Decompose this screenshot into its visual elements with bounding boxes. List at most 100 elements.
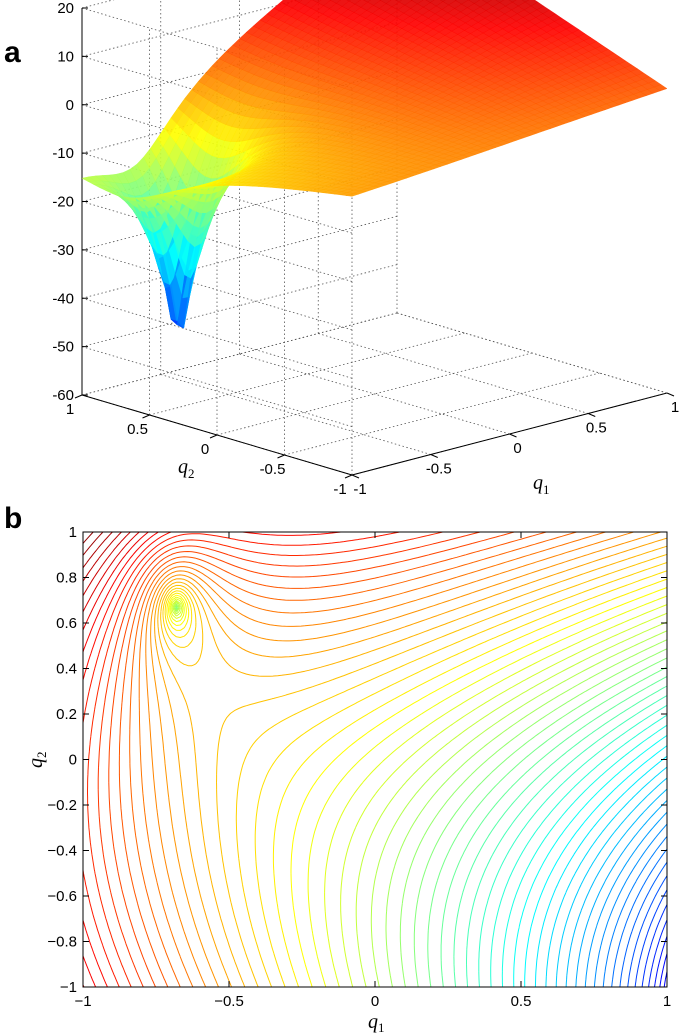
contour-q1-axis-label: q1 <box>368 1011 385 1035</box>
surface-q1-label-sub: 1 <box>543 482 550 497</box>
contour-line <box>641 904 668 988</box>
y-tick-label: −1 <box>60 979 77 996</box>
contour-line <box>619 861 668 988</box>
x-tick-label: −0.5 <box>214 993 244 1010</box>
contour-line <box>534 755 668 988</box>
contour-line <box>168 587 668 988</box>
surface-q2-axis-label: q2 <box>178 456 195 481</box>
floor-edge-line <box>396 312 668 394</box>
y-tick-label: −0.2 <box>47 797 77 814</box>
surface-cell <box>508 0 517 3</box>
z-tick-label: 10 <box>57 48 74 65</box>
contour-line <box>565 788 668 988</box>
side-wall-grid-line <box>81 7 353 89</box>
contour-line <box>82 531 140 613</box>
z-tick-label: -60 <box>52 387 74 404</box>
contour-line <box>440 676 668 988</box>
floor-grid-line <box>239 353 510 435</box>
panel-a-letter: a <box>4 36 21 69</box>
surface-cell <box>425 0 435 3</box>
contour-plot-panel: b −1 −0.5 0 0.5 110.80.60.40.20−0.2−0.4−0.6−… <box>4 502 671 1035</box>
contour-line <box>173 602 668 988</box>
q1-tick-mark <box>430 454 438 458</box>
y-tick-label: −0.8 <box>47 934 77 951</box>
contour-line <box>602 836 668 988</box>
contour-line <box>129 531 577 988</box>
surface-cell <box>439 0 446 2</box>
contour-line <box>82 531 104 556</box>
surface-plot-panel: a -60-50-40-30-20-1001020-1-0.500.51-1-0… <box>4 0 679 498</box>
x-tick-label: −1 <box>74 993 91 1010</box>
contour-line <box>82 531 159 988</box>
contour-line <box>97 531 481 988</box>
surface-cell <box>330 0 341 4</box>
q1-tick-label: -0.5 <box>426 461 452 478</box>
z-tick-label: -20 <box>52 194 74 211</box>
contour-q2-label-main: q <box>25 758 47 768</box>
surface-q1-label-main: q <box>533 472 543 494</box>
surface-cell <box>363 0 372 3</box>
q2-tick-mark <box>344 474 353 479</box>
contour-line <box>174 605 668 988</box>
contour-line <box>663 971 668 988</box>
contour-line <box>154 537 668 988</box>
surface-cell <box>395 0 403 3</box>
surface-cell <box>495 0 505 3</box>
contour-line <box>138 531 606 988</box>
contour-line <box>82 531 122 582</box>
q1-tick-label: 0 <box>513 440 521 457</box>
surface-cell <box>521 0 530 3</box>
q2-tick-label: 0 <box>201 441 209 458</box>
contour-line <box>659 953 668 988</box>
q2-tick-label: -0.5 <box>260 461 286 478</box>
surface-tick-labels: -60-50-40-30-20-1001020-1-0.500.51-1-0.5… <box>52 0 679 498</box>
q2-tick-mark <box>74 394 83 399</box>
contour-lines <box>82 531 668 988</box>
contour-line <box>627 875 668 988</box>
y-tick-label: 0.4 <box>56 661 77 678</box>
q2-tick-mark <box>209 434 218 439</box>
z-tick-label: -30 <box>52 242 74 259</box>
contour-line <box>174 603 668 988</box>
z-tick-label: -50 <box>52 339 74 356</box>
z-tick-label: -10 <box>52 145 74 162</box>
y-tick-label: 0.6 <box>56 615 77 632</box>
q1-tick-label: -1 <box>353 481 366 498</box>
contour-line <box>593 823 668 988</box>
contour-q2-label-sub: 2 <box>34 752 49 759</box>
q2-tick-label: 1 <box>66 401 74 418</box>
contour-line <box>157 545 668 988</box>
contour-line <box>501 724 668 988</box>
contour-q1-label-main: q <box>368 1011 378 1033</box>
panel-b-letter: b <box>4 502 22 535</box>
contour-line <box>162 562 668 988</box>
side-wall-grid-line <box>81 297 353 379</box>
surface-q1-axis-label: q1 <box>533 472 550 497</box>
contour-line <box>466 695 668 988</box>
contour-line <box>145 531 634 988</box>
contour-line <box>172 601 668 988</box>
contour-line <box>160 553 668 988</box>
contour-q1-label-sub: 1 <box>378 1020 385 1035</box>
q1-tick-mark <box>666 392 675 397</box>
contour-line <box>150 531 661 988</box>
q1-tick-mark <box>509 433 517 438</box>
contour-line <box>611 848 668 988</box>
z-tick-label: 0 <box>66 97 74 114</box>
contour-line <box>427 666 668 988</box>
surface-cell <box>312 0 322 3</box>
floor-grid-line <box>284 372 600 456</box>
contour-line <box>524 745 668 987</box>
contour-line <box>584 811 668 988</box>
contour-line <box>87 531 443 988</box>
side-wall-grid-line <box>81 249 353 331</box>
contour-line <box>648 919 668 988</box>
contour-line <box>490 714 668 988</box>
z-tick-label: 20 <box>57 0 74 17</box>
q1-tick-mark <box>588 413 596 417</box>
contour-line <box>169 595 668 988</box>
surface-cell <box>346 0 351 2</box>
surface-q2-label-sub: 2 <box>188 466 195 481</box>
x-tick-label: 0.5 <box>511 993 532 1010</box>
